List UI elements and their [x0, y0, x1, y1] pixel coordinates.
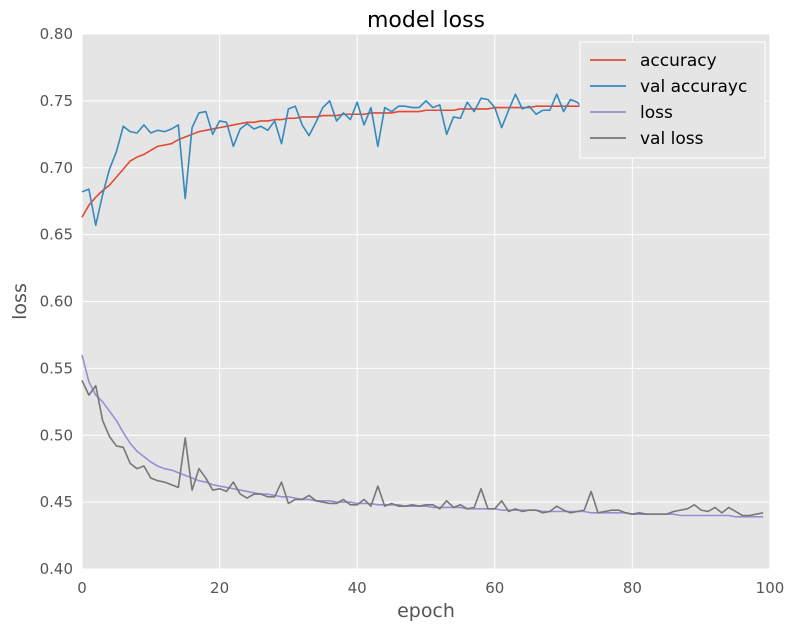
x-tick-label: 100: [756, 579, 785, 597]
x-tick-label: 0: [77, 579, 87, 597]
legend-entry: val accurayc: [640, 77, 747, 97]
legend-entry: val loss: [640, 129, 704, 149]
legend-entry: accuracy: [640, 51, 717, 71]
y-tick-label: 0.50: [40, 426, 73, 444]
y-tick-label: 0.45: [40, 493, 73, 511]
grid-lines: [81, 33, 771, 570]
y-tick-label: 0.60: [40, 293, 73, 311]
legend-entry: loss: [640, 103, 673, 123]
axis-ticks: 0.40 0.45 0.50 0.55 0.60 0.65 0.70 0.75 0.80 0 20 4…: [40, 25, 785, 597]
x-axis-label: epoch: [397, 600, 455, 622]
y-tick-label: 0.70: [40, 159, 73, 177]
x-tick-label: 80: [623, 579, 642, 597]
y-tick-label: 0.55: [40, 359, 73, 377]
y-tick-label: 0.80: [40, 25, 73, 43]
y-axis-label: loss: [9, 283, 31, 320]
x-tick-label: 60: [485, 579, 504, 597]
legend: accuracy val accurayc loss val loss: [579, 41, 766, 159]
y-tick-label: 0.40: [40, 560, 73, 578]
series-line-val-loss: [81, 380, 764, 517]
y-tick-label: 0.65: [40, 226, 73, 244]
x-tick-label: 40: [348, 579, 367, 597]
chart-title: model loss: [367, 8, 485, 33]
y-tick-label: 0.75: [40, 92, 73, 110]
x-tick-label: 20: [210, 579, 229, 597]
